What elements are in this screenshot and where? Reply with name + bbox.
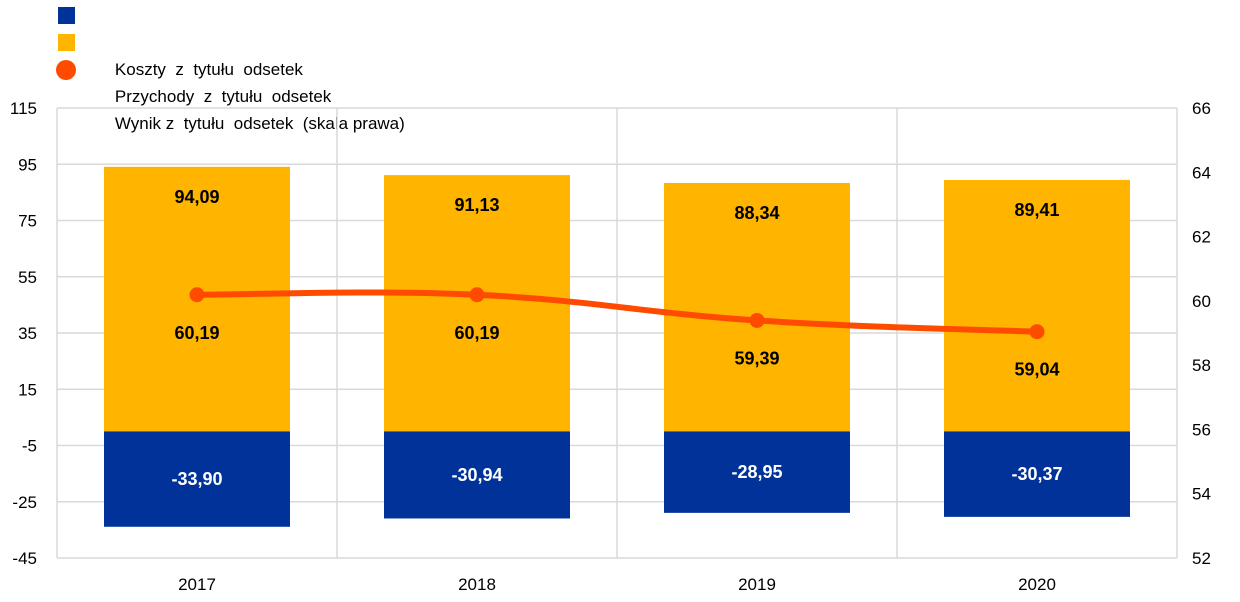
y-left-tick-label: 75 xyxy=(18,212,37,231)
legend-label-costs: Koszty z tytułu odsetek xyxy=(114,60,303,79)
bar-revenue xyxy=(944,179,1130,432)
x-tick-label: 2019 xyxy=(738,575,776,594)
bar-revenue xyxy=(384,175,570,432)
bar-costs xyxy=(384,431,570,519)
data-label-result: 59,04 xyxy=(1014,360,1059,380)
data-label-revenue: 94,09 xyxy=(174,187,219,207)
x-tick-label: 2018 xyxy=(458,575,496,594)
y-right-tick-label: 58 xyxy=(1192,356,1211,375)
data-label-result: 59,39 xyxy=(734,348,779,368)
bar-costs xyxy=(944,431,1130,517)
x-tick-label: 2017 xyxy=(178,575,216,594)
line-result xyxy=(194,289,1040,335)
y-right-tick-label: 54 xyxy=(1192,485,1211,504)
point-result xyxy=(469,287,485,303)
bar-costs xyxy=(104,431,290,527)
data-label-result: 60,19 xyxy=(454,323,499,343)
x-tick-label: 2020 xyxy=(1018,575,1056,594)
data-label-result: 60,19 xyxy=(174,323,219,343)
data-label-revenue: 91,13 xyxy=(454,195,499,215)
legend-marker-result xyxy=(56,60,76,80)
data-label-costs: -30,37 xyxy=(1011,464,1062,484)
data-label-costs: -33,90 xyxy=(171,469,222,489)
point-result xyxy=(1029,324,1045,340)
y-right-tick-label: 66 xyxy=(1192,99,1211,118)
data-label-revenue: 89,41 xyxy=(1014,200,1059,220)
y-left-tick-label: 55 xyxy=(18,268,37,287)
y-right-tick-label: 64 xyxy=(1192,163,1211,182)
data-label-costs: -28,95 xyxy=(731,462,782,482)
y-left-tick-label: 115 xyxy=(10,99,37,118)
legend-label-revenue: Przychody z tytułu odsetek xyxy=(114,87,332,106)
bar-revenue xyxy=(664,182,850,432)
y-right-tick-label: 60 xyxy=(1192,292,1211,311)
y-right-tick-label: 62 xyxy=(1192,228,1211,247)
point-result xyxy=(749,312,765,328)
y-left-tick-label: -25 xyxy=(12,493,37,512)
y-left-tick-label: -45 xyxy=(12,549,37,568)
y-left-tick-label: -5 xyxy=(22,437,37,456)
legend-item-costs: Koszty z tytułu odsetek xyxy=(56,2,405,79)
legend-swatch-revenue xyxy=(58,34,75,51)
bar-costs xyxy=(664,431,850,513)
y-left-tick-label: 35 xyxy=(18,324,37,343)
y-right-tick-label: 52 xyxy=(1192,549,1211,568)
y-left-tick-label: 95 xyxy=(18,155,37,174)
y-right-tick-label: 56 xyxy=(1192,420,1211,439)
legend-swatch-costs xyxy=(58,7,75,24)
point-result xyxy=(189,287,205,303)
y-left-tick-label: 15 xyxy=(18,380,37,399)
data-label-revenue: 88,34 xyxy=(734,203,779,223)
data-label-costs: -30,94 xyxy=(451,465,502,485)
legend-item-revenue: Przychody z tytułu odsetek xyxy=(56,29,405,106)
